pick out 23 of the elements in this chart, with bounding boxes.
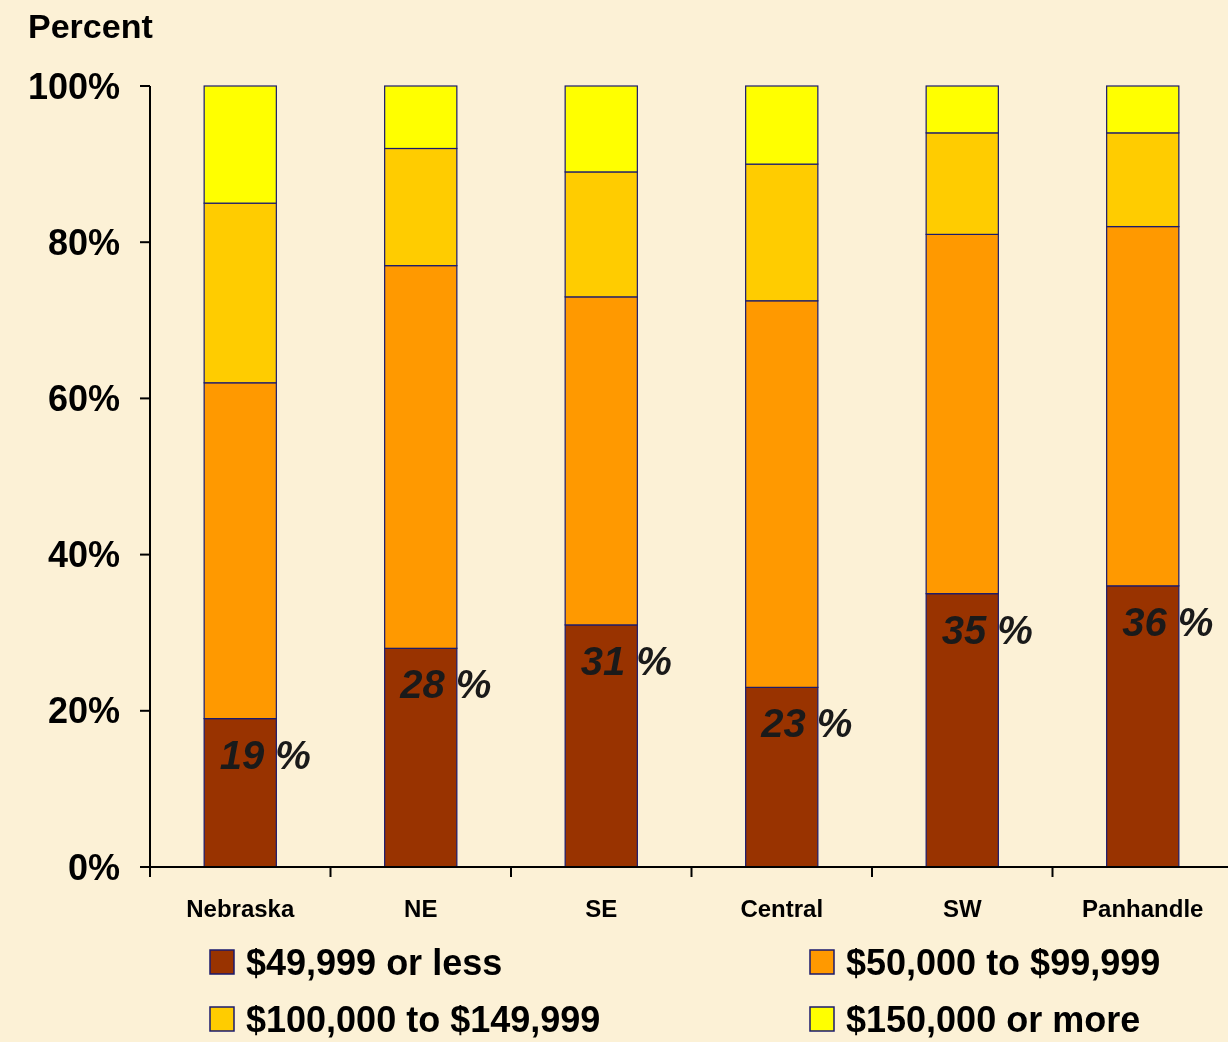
data-label: 36 % [1122, 599, 1214, 644]
data-label: 31 % [580, 638, 672, 683]
legend-label: $150,000 or more [846, 998, 1141, 1040]
x-tick-label: Nebraska [186, 895, 295, 922]
y-tick-label: 20% [47, 690, 120, 732]
x-tick-label: NE [404, 895, 438, 922]
data-label: 35 % [941, 607, 1033, 652]
y-tick-label: 80% [47, 221, 120, 263]
y-tick-label: 60% [47, 378, 120, 419]
y-tick-label: 100% [27, 65, 120, 107]
y-tick-label: 40% [47, 534, 120, 576]
legend-label: $50,000 to $99,999 [846, 941, 1161, 983]
y-axis-title: Percent [28, 7, 153, 45]
x-tick-label: Panhandle [1082, 895, 1204, 922]
x-tick-label: SW [942, 895, 982, 922]
y-tick-label: 0% [67, 846, 120, 888]
legend-label: $49,999 or less [246, 941, 503, 983]
data-label: 28 % [399, 662, 492, 707]
data-label: 19 % [219, 732, 311, 777]
x-tick-label: Central [740, 895, 824, 922]
x-tick-label: SE [585, 895, 618, 922]
legend-label: $100,000 to $149,999 [246, 998, 601, 1040]
data-label: 23 % [760, 701, 853, 746]
